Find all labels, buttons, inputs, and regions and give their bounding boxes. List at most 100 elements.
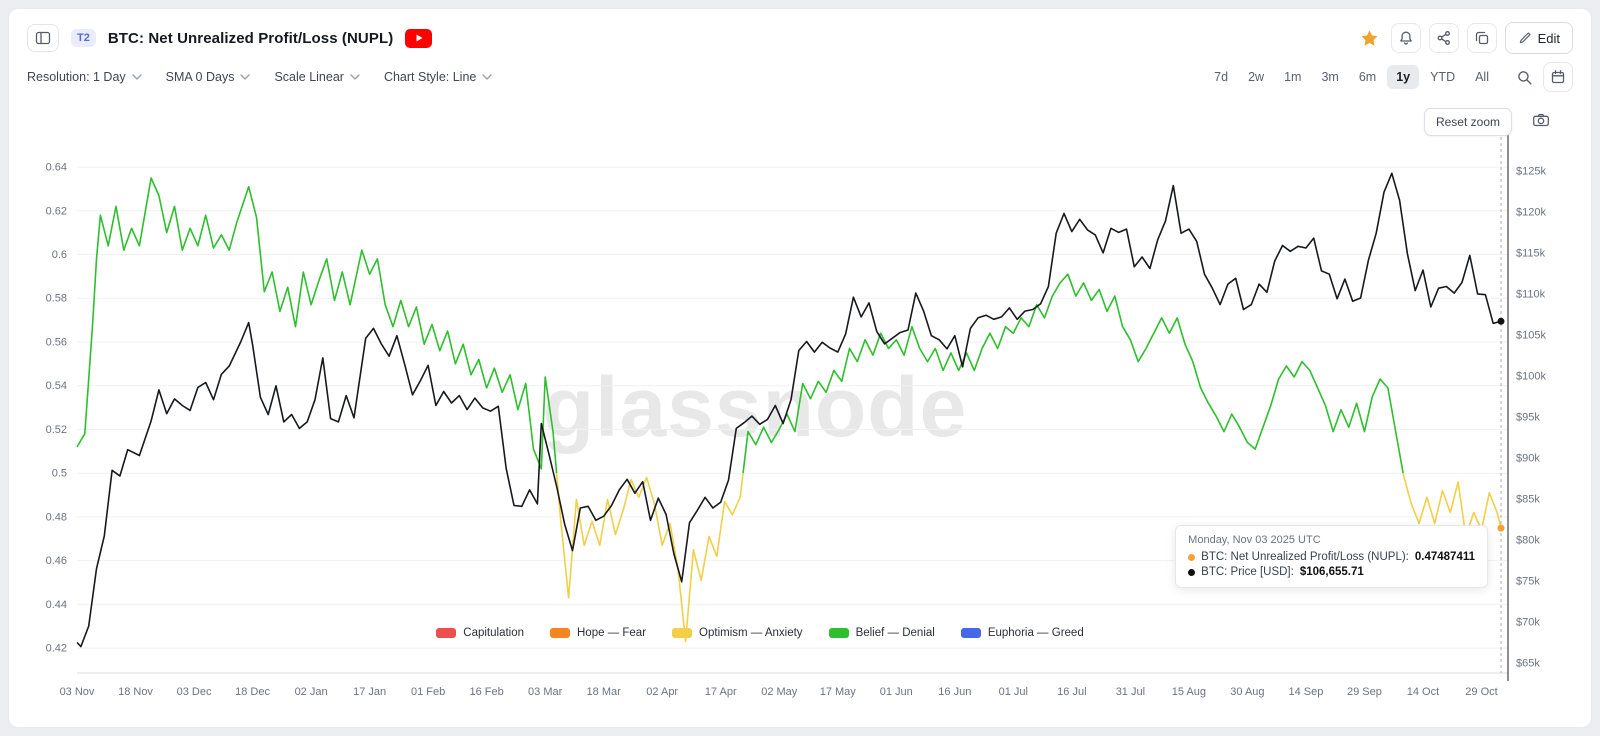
header: T2 BTC: Net Unrealized Profit/Loss (NUPL… xyxy=(9,9,1591,57)
legend-item[interactable]: Euphoria — Greed xyxy=(960,627,1084,639)
star-icon xyxy=(1361,29,1378,46)
price-nupl-chart[interactable]: 0.42 0.44 0.46 0.48 0.5 0.52 0.54 0.56 0.58 0.6 0.… xyxy=(9,97,1592,728)
zoom-selection-button[interactable] xyxy=(1512,65,1537,90)
x-axis-tick: 16 Jul xyxy=(1057,686,1086,698)
x-axis-tick: 02 May xyxy=(761,686,798,698)
range-3m-button[interactable]: 3m xyxy=(1312,65,1347,89)
screenshot-button[interactable] xyxy=(1530,110,1552,133)
right-axis-tick: $70k xyxy=(1516,616,1540,628)
sidebar-toggle-button[interactable] xyxy=(27,24,59,52)
dropdown-scale-label: Scale Linear xyxy=(274,70,344,84)
btc-price-line xyxy=(76,172,1502,648)
range-1y-button[interactable]: 1y xyxy=(1387,65,1420,89)
left-axis-tick: 0.44 xyxy=(46,599,67,611)
chevron-down-icon xyxy=(131,74,142,80)
left-axis-tick: 0.5 xyxy=(52,468,67,480)
page-title: BTC: Net Unrealized Profit/Loss (NUPL) xyxy=(107,29,394,47)
header-actions: Edit xyxy=(1356,22,1573,54)
legend-item[interactable]: Belief — Denial xyxy=(828,627,935,639)
nupl-last-point-dot xyxy=(1497,524,1505,532)
chart-legend: Capitulation Hope — Fear Optimism — Anxiet… xyxy=(9,627,1511,639)
range-7d-button[interactable]: 7d xyxy=(1205,65,1237,89)
legend-swatch-icon xyxy=(550,628,570,638)
tooltip-row-value: $106,655.71 xyxy=(1299,566,1364,578)
x-axis-tick: 18 Nov xyxy=(118,686,153,698)
right-axis-tick: $120k xyxy=(1516,206,1546,218)
nupl-line-belief-denial xyxy=(76,177,1404,474)
x-axis-tick: 03 Dec xyxy=(177,686,212,698)
right-axis-tick: $115k xyxy=(1516,247,1546,259)
x-axis-tick: 17 May xyxy=(820,686,857,698)
chart-area[interactable]: glassnode 0.42 0.44 0.46 0.48 0.5 0.52 0.54 0.5… xyxy=(9,97,1592,728)
left-axis-tick: 0.48 xyxy=(46,511,67,523)
toolbar: Resolution: 1 Day SMA 0 Days Scale Linear C… xyxy=(9,57,1591,97)
x-axis-tick: 01 Jul xyxy=(999,686,1028,698)
legend-swatch-icon xyxy=(960,628,981,638)
dropdown-resolution[interactable]: Resolution: 1 Day xyxy=(27,70,142,84)
x-axis-tick: 14 Oct xyxy=(1407,686,1439,698)
reset-zoom-button[interactable]: Reset zoom xyxy=(1423,108,1512,136)
legend-item[interactable]: Hope — Fear xyxy=(550,627,646,639)
series-dot-icon xyxy=(1188,568,1196,576)
dropdown-resolution-label: Resolution: 1 Day xyxy=(27,70,126,84)
tooltip-date: Monday, Nov 03 2025 UTC xyxy=(1188,534,1321,546)
tooltip-row-label: BTC: Net Unrealized Profit/Loss (NUPL): xyxy=(1201,551,1409,563)
bell-icon xyxy=(1399,31,1412,45)
range-1m-button[interactable]: 1m xyxy=(1275,65,1310,89)
right-axis-tick: $80k xyxy=(1516,534,1540,546)
legend-label: Capitulation xyxy=(463,627,524,639)
copy-button[interactable] xyxy=(1466,23,1497,53)
x-axis-tick: 17 Jan xyxy=(353,686,386,698)
alerts-button[interactable] xyxy=(1390,23,1421,53)
left-axis-tick: 0.52 xyxy=(46,424,67,436)
range-ytd-button[interactable]: YTD xyxy=(1421,65,1464,89)
x-axis-tick: 29 Oct xyxy=(1465,686,1497,698)
x-axis-tick: 03 Mar xyxy=(528,686,563,698)
right-axis-tick: $100k xyxy=(1516,370,1546,382)
share-button[interactable] xyxy=(1428,23,1459,53)
dropdown-sma[interactable]: SMA 0 Days xyxy=(166,70,251,84)
x-axis-tick: 14 Sep xyxy=(1288,686,1323,698)
tier-badge: T2 xyxy=(71,29,96,47)
x-axis-tick: 18 Dec xyxy=(235,686,270,698)
edit-button[interactable]: Edit xyxy=(1504,22,1573,54)
left-axis-tick: 0.6 xyxy=(52,249,67,261)
left-axis-tick: 0.64 xyxy=(46,162,67,174)
favorite-button[interactable] xyxy=(1356,25,1383,52)
tooltip-row-label: BTC: Price [USD]: xyxy=(1201,566,1294,578)
range-all-button[interactable]: All xyxy=(1466,65,1498,89)
x-axis-tick: 15 Aug xyxy=(1172,686,1206,698)
x-axis-tick: 17 Apr xyxy=(705,686,737,698)
legend-swatch-icon xyxy=(672,628,693,638)
time-range-selector: 7d 2w 1m 3m 6m 1y YTD All xyxy=(1205,65,1498,89)
camera-icon xyxy=(1533,113,1549,127)
chevron-down-icon xyxy=(240,74,251,80)
left-axis-tick: 0.54 xyxy=(46,380,67,392)
edit-button-label: Edit xyxy=(1537,30,1560,46)
range-2w-button[interactable]: 2w xyxy=(1239,65,1273,89)
chart-tooltip: Monday, Nov 03 2025 UTC BTC: Net Unreali… xyxy=(1175,525,1488,588)
right-axis-tick: $65k xyxy=(1516,657,1540,669)
legend-item[interactable]: Capitulation xyxy=(436,627,524,639)
calendar-button[interactable] xyxy=(1543,62,1573,92)
tooltip-row-value: 0.47487411 xyxy=(1414,551,1475,563)
x-axis-tick: 02 Apr xyxy=(646,686,678,698)
youtube-play-icon xyxy=(416,34,423,42)
x-axis-tick: 16 Feb xyxy=(470,686,504,698)
header-left: T2 BTC: Net Unrealized Profit/Loss (NUPL… xyxy=(27,24,433,52)
legend-item[interactable]: Optimism — Anxiety xyxy=(672,627,803,639)
youtube-button[interactable] xyxy=(405,28,433,48)
right-axis-tick: $90k xyxy=(1516,452,1540,464)
legend-swatch-icon xyxy=(828,628,849,638)
dropdown-scale[interactable]: Scale Linear xyxy=(274,70,360,84)
range-6m-button[interactable]: 6m xyxy=(1350,65,1385,89)
chart-settings: Resolution: 1 Day SMA 0 Days Scale Linear C… xyxy=(27,70,516,84)
legend-label: Belief — Denial xyxy=(855,627,935,639)
tooltip-row: BTC: Net Unrealized Profit/Loss (NUPL): 0… xyxy=(1188,551,1475,563)
left-axis-tick: 0.62 xyxy=(46,205,67,217)
dropdown-chart-style[interactable]: Chart Style: Line xyxy=(384,70,493,84)
sidebar-toggle-icon xyxy=(35,31,51,45)
magnifier-icon xyxy=(1518,70,1532,85)
right-axis-tick: $110k xyxy=(1516,288,1546,300)
glassnode-studio-window: T2 BTC: Net Unrealized Profit/Loss (NUPL… xyxy=(8,8,1592,728)
